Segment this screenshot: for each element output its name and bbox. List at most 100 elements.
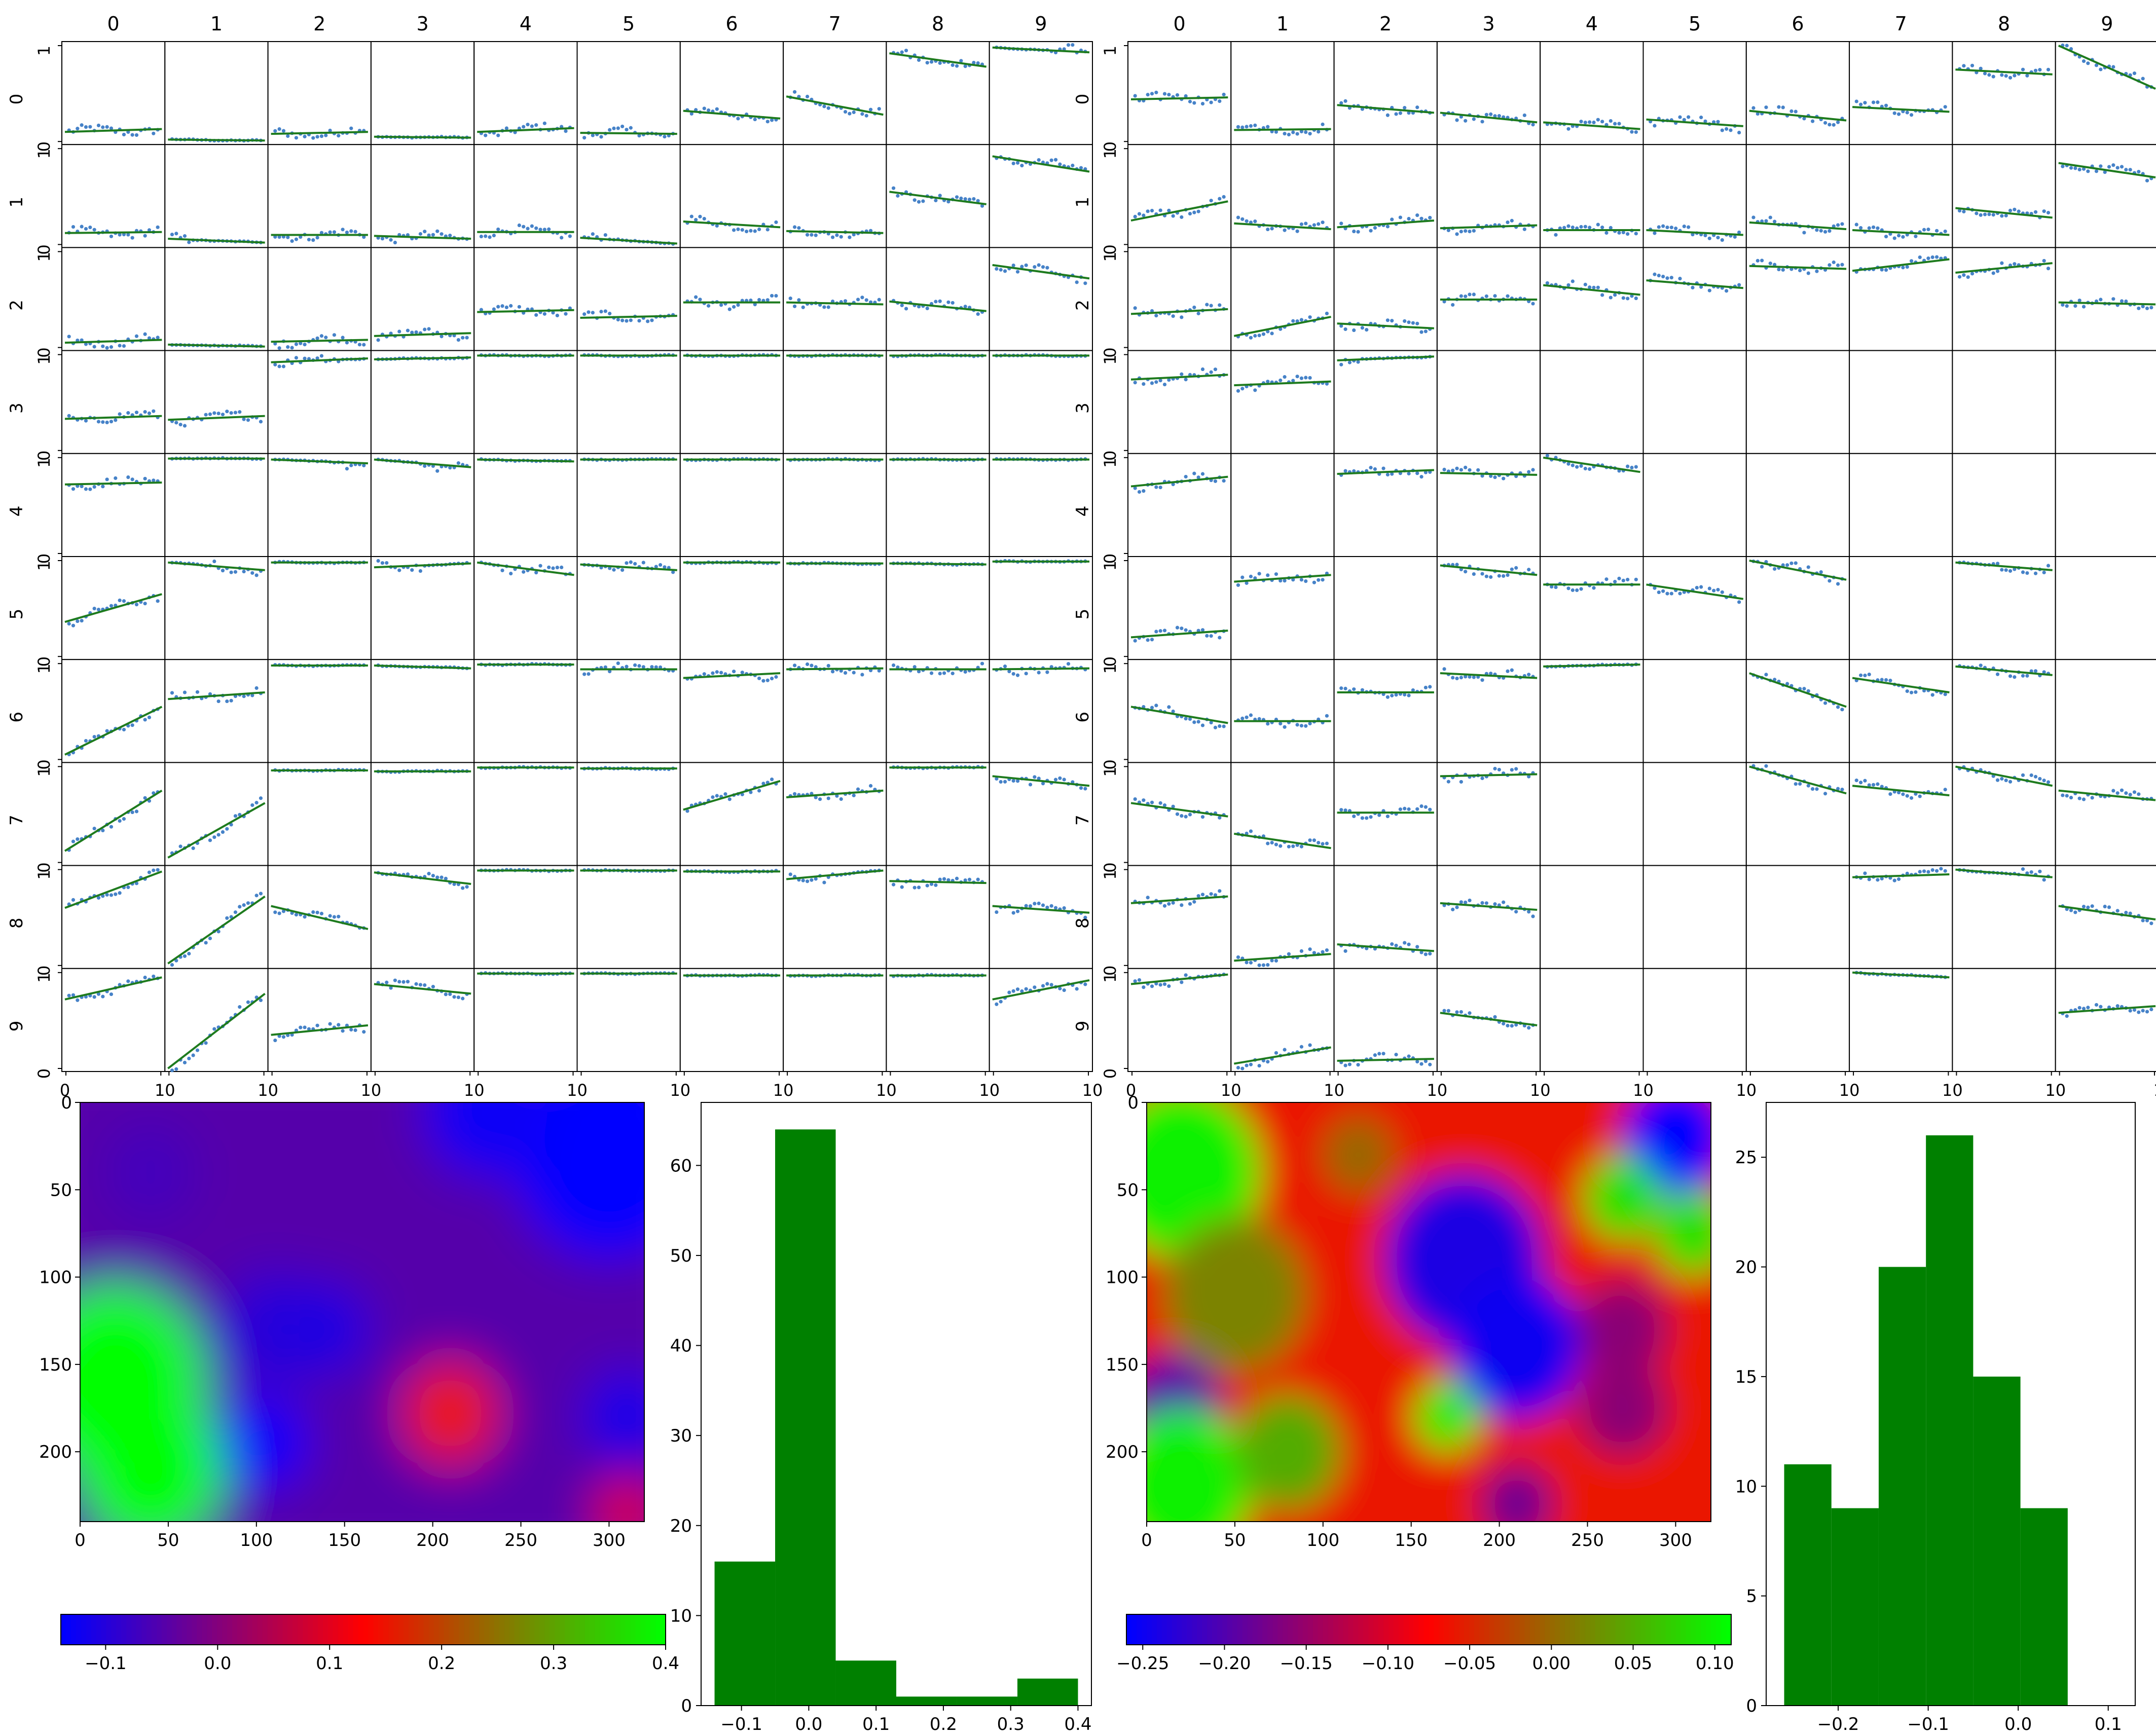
scatter-point [1150,800,1154,804]
scatter-point [1312,838,1317,842]
scatter-point [1356,230,1360,234]
colorbar-step [1141,1614,1147,1645]
scatter-point [67,414,71,418]
subplot-frame [370,865,475,969]
fit-line [64,706,163,756]
scatter-point [118,819,122,823]
scatter-point [1699,285,1703,289]
scatter-point [689,214,693,218]
scatter-point [1570,463,1575,467]
scatter-point [1468,292,1472,297]
scatter-point [101,894,105,898]
scatter-point [1266,1060,1270,1064]
scatter-point [1493,766,1497,771]
scatter-point [1909,259,1914,263]
scatter-point [1678,277,1682,281]
colorbar-step [514,1614,520,1645]
y-tick-label: 150 [39,1355,72,1375]
scatter-point [1291,844,1295,848]
scatter-point [1613,293,1617,297]
fit-line [889,300,986,312]
scatter-point [1737,600,1741,604]
scatter-point [1196,475,1200,479]
scatter-point [105,893,109,897]
column-label: 1 [1276,13,1289,35]
scatter-point [1150,706,1154,710]
scatter-point [1939,867,1943,871]
column-label: 9 [2101,13,2113,35]
scatter-point [1236,389,1240,393]
scatter-point [1840,788,1844,792]
scatter-point [963,878,967,882]
fit-line [168,343,265,348]
scatter-point [1083,982,1087,986]
subplot-cell [1230,659,1335,763]
scatter-point [934,883,938,887]
fit-line [1852,873,1950,878]
scatter-point [814,233,818,237]
scatter-point [1200,472,1205,476]
row-label: 2 [7,300,27,311]
row-label: 6 [7,712,27,723]
scatter-point [156,599,160,603]
y-tick-label: 200 [39,1442,72,1462]
scatter-point [633,663,637,667]
scatter-point [637,134,641,138]
scatter-point [1661,589,1665,593]
colorbar-step [1635,1614,1641,1645]
scatter-point [1020,265,1024,269]
scatter-point [431,233,435,237]
colorbar-tick-label: 0.10 [1696,1653,1734,1674]
colorbar-step [1691,1614,1697,1645]
scatter-point [2137,306,2141,310]
y-tick-label: 1 [34,663,54,674]
subplot-frame [164,762,269,866]
scatter-point [1253,123,1257,127]
scatter-point [418,232,422,236]
scatter-point [1385,225,1390,229]
scatter-point [616,126,620,130]
scatter-point [1291,578,1295,582]
scatter-point [242,569,246,574]
scatter-point [1369,466,1373,470]
fit-line [64,339,162,344]
scatter-point [727,797,732,801]
colorbar-step [272,1614,278,1645]
scatter-point [1794,109,1798,114]
scatter-point [1299,844,1304,848]
colorbar-step [287,1614,294,1645]
scatter-point [2004,74,2008,78]
scatter-point [1773,263,1777,267]
scatter-point [1930,255,1934,260]
scatter-point [591,311,595,315]
colorbar-step [101,1614,107,1645]
subplot-frame [989,41,1093,145]
scatter-point [143,476,147,481]
colorbar-tick-label: 0.2 [428,1653,455,1674]
scatter-point [337,134,341,138]
column-label: 6 [1792,13,1804,35]
subplot-frame [164,968,269,1073]
scatter-point [134,603,139,607]
scatter-point [273,1038,277,1043]
scatter-point [122,344,126,348]
subplot-cell [1745,453,1850,557]
scatter-point [2000,777,2004,781]
scatter-point [238,1005,242,1009]
scatter-point [929,882,934,886]
scatter-point [1815,228,1819,232]
scatter-point [1566,224,1570,228]
scatter-point [1192,101,1196,105]
colorbar-step [1645,1614,1651,1645]
scatter-point [2013,207,2017,211]
scatter-point [967,877,972,881]
colorbar-tick-label: −0.05 [1443,1653,1496,1674]
scatter-point [418,983,422,987]
scatter-point [1083,787,1087,791]
x-tick-label: 250 [1571,1530,1604,1550]
scatter-point [1617,231,1621,235]
scatter-point [774,220,778,225]
scatter-point [376,559,380,563]
fit-line [1440,564,1538,576]
scatter-point [1037,263,1041,267]
